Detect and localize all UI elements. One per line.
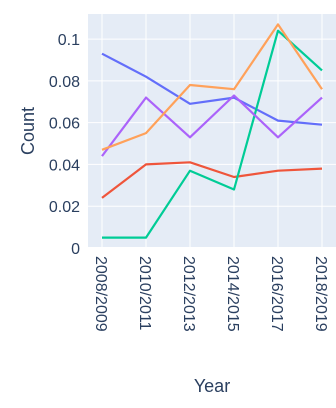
- x-tick-label: 2012/2013: [180, 256, 197, 332]
- y-tick-label: 0.04: [49, 157, 80, 174]
- x-tick-label: 2014/2015: [224, 256, 241, 332]
- series-line-2: [101, 161, 323, 199]
- gridlines: [88, 14, 336, 249]
- plot-area: [88, 14, 336, 248]
- x-tick-labels: 2008/2009 2010/2011 2012/2013 2014/2015 2016…: [92, 256, 329, 332]
- series-line-5: [101, 23, 323, 151]
- series-lines: [101, 23, 323, 239]
- series-line-1: [101, 52, 323, 126]
- y-tick-label: 0.08: [49, 74, 80, 91]
- y-tick-label: 0.1: [58, 32, 80, 49]
- series-line-3: [102, 29, 323, 239]
- y-axis-title: Count: [18, 107, 38, 155]
- y-tick-label: 0: [71, 241, 80, 258]
- y-tick-labels: 0 0.02 0.04 0.06 0.08 0.1: [49, 32, 80, 258]
- y-tick-label: 0.06: [49, 116, 80, 133]
- series-line-4: [101, 94, 323, 157]
- y-tick-label: 0.02: [49, 199, 80, 216]
- x-tick-label: 2018/2019: [312, 256, 329, 332]
- x-axis-title: Year: [194, 376, 230, 396]
- x-tick-label: 2008/2009: [92, 256, 109, 332]
- x-tick-label: 2016/2017: [268, 256, 285, 332]
- x-tick-label: 2010/2011: [136, 256, 153, 331]
